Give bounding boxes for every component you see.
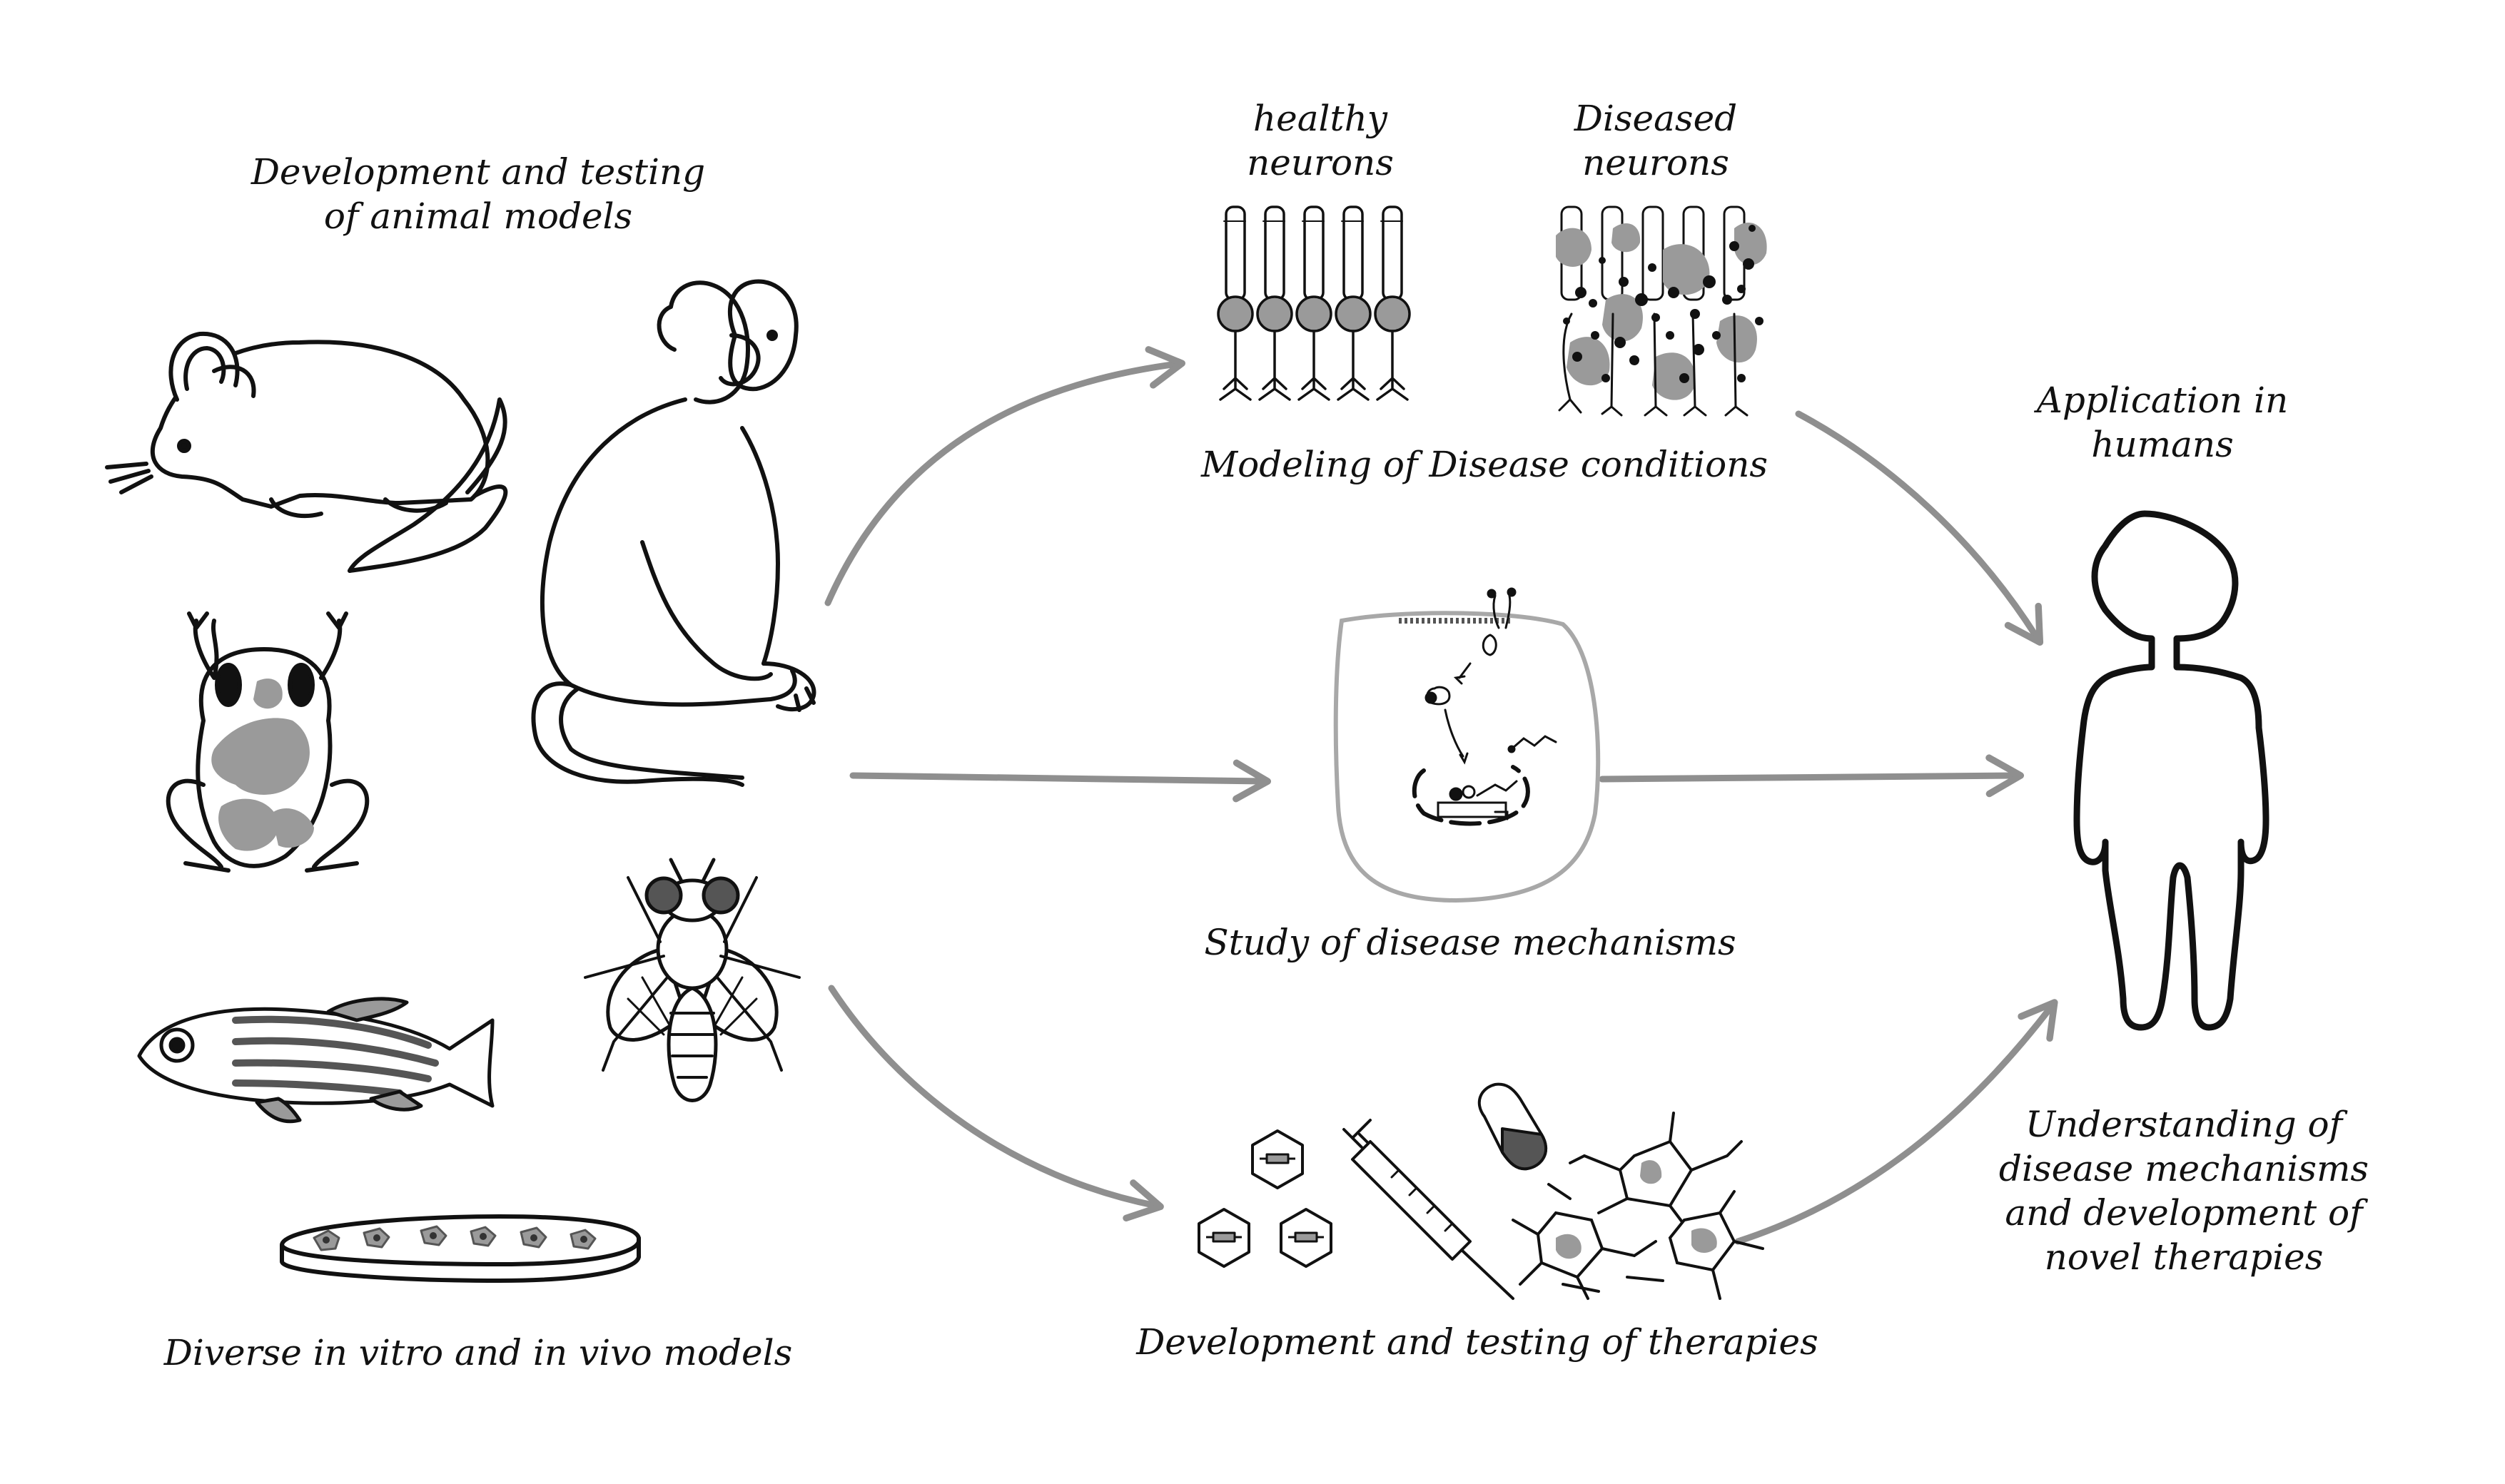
neurons-healthy-icon — [1217, 205, 1411, 401]
petri-dish-icon — [280, 1214, 641, 1283]
human-icon — [2073, 510, 2269, 1031]
arrow-models-to-modeling — [824, 346, 1185, 606]
mouse-icon — [105, 331, 508, 573]
healthy-neurons-line-2: neurons — [1247, 142, 1394, 183]
therapies-text: Development and testing of therapies — [1136, 1321, 1818, 1363]
understanding-line-1: Understanding of — [2025, 1104, 2343, 1145]
in-vitro-vivo-label: Diverse in vitro and in vivo models — [93, 1331, 864, 1375]
diseased-neurons-label: Diseased neurons — [1542, 96, 1770, 185]
understanding-line-3: and development of — [2005, 1192, 2363, 1234]
application-line-2: humans — [2091, 424, 2234, 465]
cell-icon — [1333, 587, 1601, 903]
understanding-line-4: novel therapies — [2044, 1236, 2324, 1278]
mechanisms-label: Study of disease mechanisms — [1113, 920, 1827, 965]
neurons-diseased-icon — [1556, 205, 1767, 417]
monkey-icon — [531, 279, 816, 787]
frog-icon — [166, 611, 370, 873]
fruit-fly-icon — [584, 858, 801, 1102]
diseased-neurons-line-2: neurons — [1582, 142, 1729, 183]
modeling-label: Modeling of Disease conditions — [1099, 442, 1870, 487]
understanding-label: Understanding of disease mechanisms and … — [1927, 1102, 2441, 1279]
pill-icon — [1477, 1082, 1547, 1171]
diseased-neurons-line-1: Diseased — [1574, 98, 1738, 139]
animal-models-label: Development and testing of animal models — [193, 150, 764, 238]
flow-arrows — [824, 346, 2058, 1245]
in-vitro-vivo-text: Diverse in vitro and in vivo models — [163, 1332, 793, 1373]
mechanisms-text: Study of disease mechanisms — [1204, 922, 1736, 963]
zebrafish-icon — [137, 997, 495, 1124]
application-line-1: Application in — [2036, 380, 2289, 421]
animal-models-line-1: Development and testing — [250, 151, 706, 193]
drug-molecule-icon — [1198, 1129, 1332, 1268]
arrow-modeling-to-humans — [1795, 410, 2044, 646]
healthy-neurons-label: healthy neurons — [1206, 96, 1434, 185]
animal-models-line-2: of animal models — [323, 195, 633, 237]
arrow-therapies-to-humans — [1734, 999, 2058, 1245]
neural-network-icon — [1512, 1112, 1764, 1300]
modeling-text: Modeling of Disease conditions — [1200, 444, 1768, 485]
syringe-icon — [1342, 1119, 1514, 1300]
arrow-mechanisms-to-humans — [1599, 754, 2025, 798]
therapies-label: Development and testing of therapies — [1028, 1320, 1927, 1364]
arrow-models-to-mechanisms — [849, 759, 1272, 803]
arrow-models-to-therapies — [828, 985, 1164, 1222]
application-label: Application in humans — [1963, 378, 2362, 467]
healthy-neurons-line-1: healthy — [1252, 98, 1388, 139]
understanding-line-2: disease mechanisms — [1998, 1148, 2369, 1189]
